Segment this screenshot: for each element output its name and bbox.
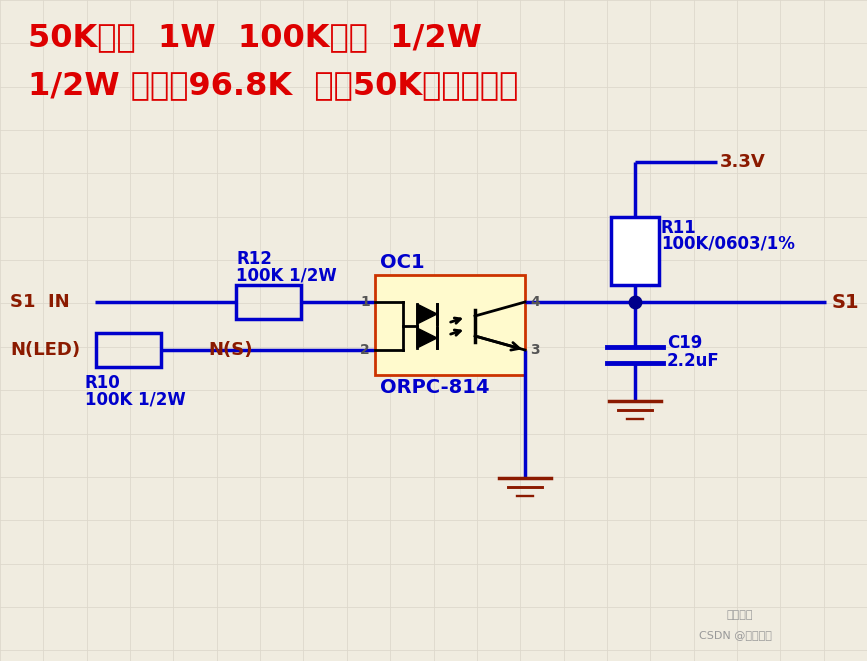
Polygon shape — [417, 304, 437, 324]
Text: S1: S1 — [832, 293, 859, 311]
Text: 100K/0603/1%: 100K/0603/1% — [661, 235, 795, 253]
Polygon shape — [417, 328, 437, 348]
Bar — [375, 275, 525, 375]
Text: 3: 3 — [530, 343, 539, 357]
Text: S1  IN: S1 IN — [10, 293, 69, 311]
Text: CSDN @柟辰所致: CSDN @柟辰所致 — [699, 630, 772, 640]
Text: 2: 2 — [361, 343, 370, 357]
Text: R12: R12 — [236, 250, 272, 268]
Text: OC1: OC1 — [380, 253, 425, 272]
Text: 4: 4 — [530, 295, 540, 309]
Text: 50K电阱  1W  100K电阱  1/2W: 50K电阱 1W 100K电阱 1/2W — [28, 22, 482, 53]
Text: 汾辰所致: 汾辰所致 — [727, 610, 753, 620]
Text: C19: C19 — [667, 334, 702, 352]
Bar — [95, 333, 160, 367]
Text: 2.2uF: 2.2uF — [667, 352, 720, 370]
Text: 1/2W 极限是96.8K  两个50K串联可以，: 1/2W 极限是96.8K 两个50K串联可以， — [28, 70, 518, 101]
Text: ORPC-814: ORPC-814 — [380, 378, 490, 397]
Text: N(S): N(S) — [208, 341, 252, 359]
Text: 1: 1 — [361, 295, 370, 309]
Text: N(LED): N(LED) — [10, 341, 80, 359]
Text: R11: R11 — [661, 219, 697, 237]
Text: 3.3V: 3.3V — [720, 153, 766, 171]
Bar — [236, 285, 301, 319]
Bar — [611, 217, 659, 285]
Text: 100K 1/2W: 100K 1/2W — [236, 266, 336, 284]
Text: R10: R10 — [85, 374, 121, 392]
Text: 100K 1/2W: 100K 1/2W — [85, 390, 186, 408]
